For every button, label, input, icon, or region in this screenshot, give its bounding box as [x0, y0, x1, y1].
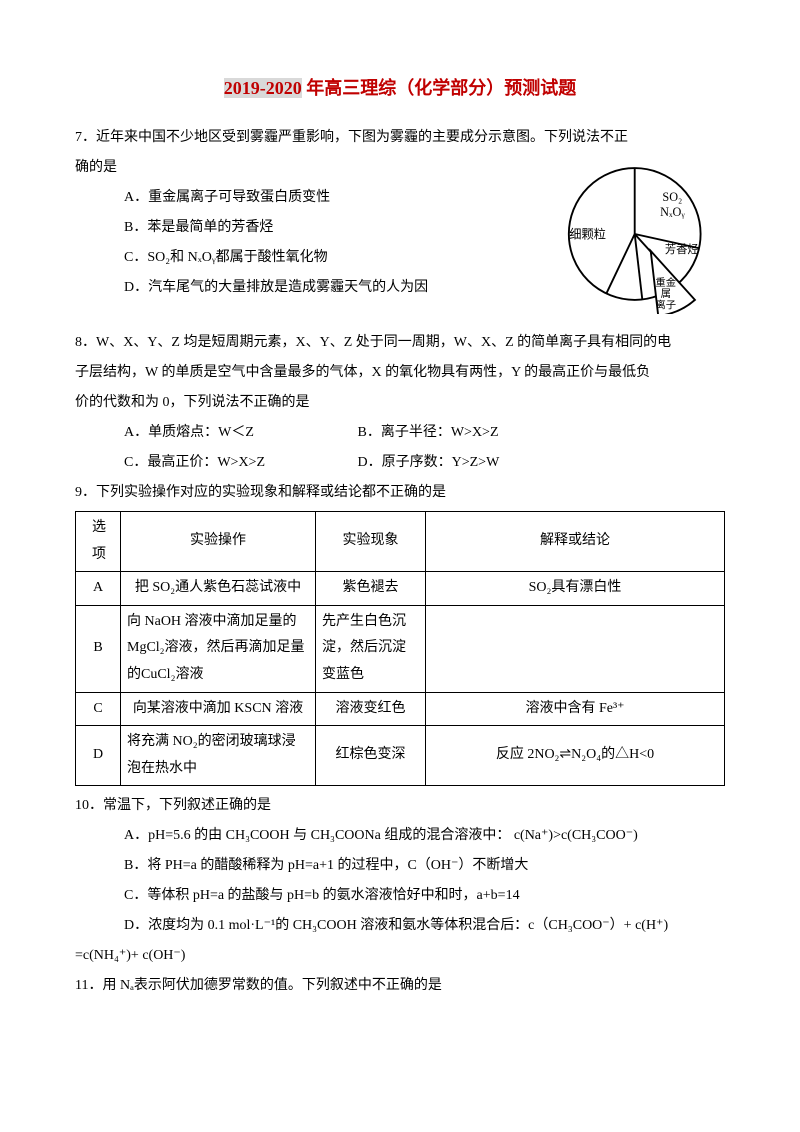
td-ph: 先产生白色沉淀，然后沉淀变蓝色: [316, 605, 426, 692]
q10-stem: 10．常温下，下列叙述正确的是: [75, 792, 725, 820]
pie-label-so2: SO₂: [662, 190, 682, 204]
td-op: 向 NaOH 溶液中滴加足量的MgCl₂溶液，然后再滴加足量的CuCl₂溶液: [121, 605, 316, 692]
table-row: A 把 SO₂通人紫色石蕊试液中 紫色褪去 SO₂具有漂白性: [76, 572, 725, 606]
q8-opt-d: D．原子序数：Y>Z>W: [358, 449, 500, 477]
table-row: D 将充满 NO₂的密闭玻璃球浸泡在热水中 红棕色变深 反应 2NO₂⇌N₂O₄…: [76, 726, 725, 786]
q8-line3: 价的代数和为 0，下列说法不正确的是: [75, 389, 725, 417]
q8-opt-a: A．单质熔点：W＜Z: [124, 419, 354, 447]
td-op: 将充满 NO₂的密闭玻璃球浸泡在热水中: [121, 726, 316, 786]
td-ex: 反应 2NO₂⇌N₂O₄的△H<0: [426, 726, 725, 786]
th-opt: 选项: [76, 512, 121, 572]
td-ph: 紫色褪去: [316, 572, 426, 606]
q10-opt-d1: D．浓度均为 0.1 mol·L⁻¹的 CH₃COOH 溶液和氨水等体积混合后：…: [75, 912, 725, 940]
td-op: 把 SO₂通人紫色石蕊试液中: [121, 572, 316, 606]
q8-row2: C．最高正价：W>X>Z D．原子序数：Y>Z>W: [75, 449, 725, 477]
td-opt: B: [76, 605, 121, 692]
table-header-row: 选项 实验操作 实验现象 解释或结论: [76, 512, 725, 572]
pie-label-metal1: 重金: [655, 276, 676, 289]
th-op: 实验操作: [121, 512, 316, 572]
q8-row1: A．单质熔点：W＜Z B．离子半径：W>X>Z: [75, 419, 725, 447]
q8-opt-b: B．离子半径：W>X>Z: [358, 419, 499, 447]
q8-opt-c: C．最高正价：W>X>Z: [124, 449, 354, 477]
pie-label-metal2: 属: [661, 288, 671, 300]
pie-label-metal3: 离子: [655, 298, 676, 311]
page-title: 2019-2020 年高三理综（化学部分）预测试题: [75, 70, 725, 106]
td-ex: 溶液中含有 Fe³⁺: [426, 692, 725, 726]
q9-table: 选项 实验操作 实验现象 解释或结论 A 把 SO₂通人紫色石蕊试液中 紫色褪去…: [75, 511, 725, 786]
pie-label-fine: 细颗粒: [569, 227, 606, 242]
pie-label-aro: 芳香烃: [665, 242, 699, 256]
th-ph: 实验现象: [316, 512, 426, 572]
td-ex: [426, 605, 725, 692]
td-ph: 溶液变红色: [316, 692, 426, 726]
th-ex: 解释或结论: [426, 512, 725, 572]
title-rest: 年高三理综（化学部分）预测试题: [302, 78, 577, 98]
q7-stem-line1: 7．近年来中国不少地区受到雾霾严重影响，下图为雾霾的主要成分示意图。下列说法不正: [75, 124, 725, 152]
q8-line2: 子层结构，W 的单质是空气中含量最多的气体，X 的氧化物具有两性，Y 的最高正价…: [75, 359, 725, 387]
q11-stem: 11．用 Nₐ表示阿伏加德罗常数的值。下列叙述中不正确的是: [75, 972, 725, 1000]
td-ex: SO₂具有漂白性: [426, 572, 725, 606]
q10-opt-d2: =c(NH₄⁺)+ c(OH⁻): [75, 942, 725, 970]
q9-stem: 9．下列实验操作对应的实验现象和解释或结论都不正确的是: [75, 479, 725, 507]
q10-opt-a: A．pH=5.6 的由 CH₃COOH 与 CH₃COONa 组成的混合溶液中：…: [75, 822, 725, 850]
td-opt: A: [76, 572, 121, 606]
q10-opt-b: B．将 PH=a 的醋酸稀释为 pH=a+1 的过程中，C（OH⁻）不断增大: [75, 852, 725, 880]
pie-label-nxy: NₓOᵧ: [660, 205, 685, 219]
table-row: B 向 NaOH 溶液中滴加足量的MgCl₂溶液，然后再滴加足量的CuCl₂溶液…: [76, 605, 725, 692]
table-row: C 向某溶液中滴加 KSCN 溶液 溶液变红色 溶液中含有 Fe³⁺: [76, 692, 725, 726]
title-year: 2019-2020: [224, 78, 302, 98]
td-op: 向某溶液中滴加 KSCN 溶液: [121, 692, 316, 726]
td-opt: C: [76, 692, 121, 726]
pie-chart: 细颗粒 SO₂ NₓOᵧ 芳香烃 重金 属 离子: [535, 154, 725, 325]
q8-line1: 8．W、X、Y、Z 均是短周期元素，X、Y、Z 处于同一周期，W、X、Z 的简单…: [75, 329, 725, 357]
td-opt: D: [76, 726, 121, 786]
td-ph: 红棕色变深: [316, 726, 426, 786]
q10-opt-c: C．等体积 pH=a 的盐酸与 pH=b 的氨水溶液恰好中和时，a+b=14: [75, 882, 725, 910]
